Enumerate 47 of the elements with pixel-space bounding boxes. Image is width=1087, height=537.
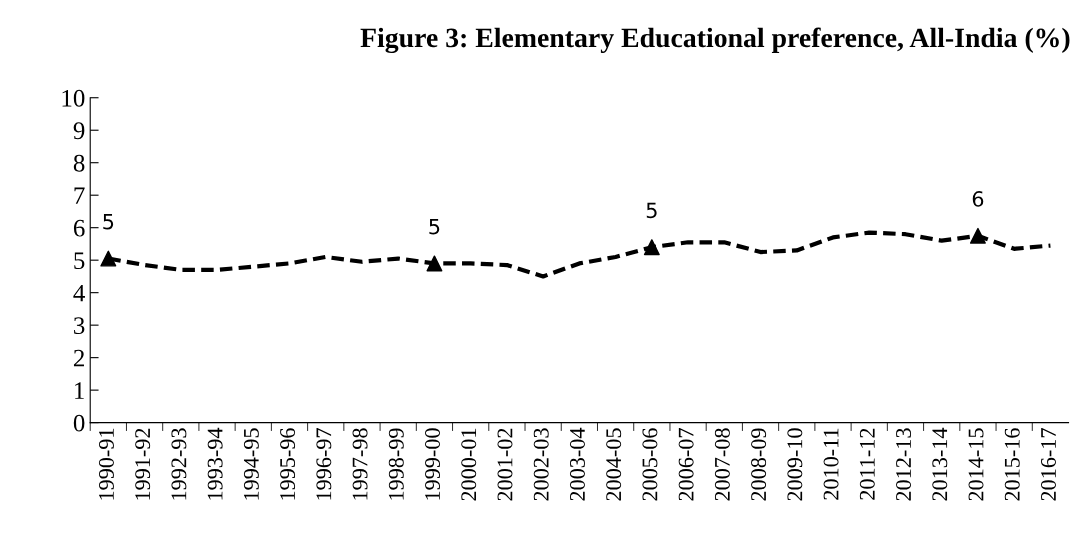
- x-tick-label: 1995-96: [280, 428, 296, 500]
- y-tick-label: 5: [74, 252, 85, 270]
- x-tick-label: 2016-17: [1040, 428, 1056, 501]
- x-tick-label: 2004-05: [606, 428, 622, 501]
- x-tick-label: 1998-99: [388, 428, 404, 500]
- point: [100, 250, 117, 267]
- x-tick-label: 1991-92: [135, 428, 151, 500]
- x-tick-label: 2000-01: [461, 428, 477, 501]
- x-tick-label: 2007-08: [714, 428, 730, 501]
- chart-title: Figure 3: Elementary Educational preference, All-India (%): [360, 27, 1070, 54]
- x-tick-label: 1992-93: [171, 428, 187, 500]
- x-tick-label: 2012-13: [896, 428, 912, 501]
- y-tick-label: 2: [73, 349, 84, 367]
- x-tick-label: 1990-91: [98, 428, 114, 500]
- y-tick-label: 9: [73, 122, 85, 140]
- point: [426, 255, 443, 272]
- point: [643, 239, 660, 256]
- y-tick-label: 8: [73, 154, 85, 172]
- x-tick-label: 1996-97: [316, 428, 332, 500]
- x-tick-label: 1997-98: [352, 428, 368, 500]
- y-tick-label: 7: [74, 187, 85, 204]
- x-tick-label: 2011-12: [859, 428, 875, 500]
- x-tick-label: 2006-07: [678, 428, 694, 501]
- x-tick-label: 1994-95: [243, 428, 259, 500]
- x-tick-label: 1993-94: [207, 427, 223, 500]
- y-tick-label: 3: [74, 317, 85, 335]
- y-tick-label: 1: [75, 382, 84, 399]
- x-tick-label: 2015-16: [1004, 428, 1020, 501]
- data-label: 5: [429, 218, 440, 235]
- x-tick-label: 2010-11: [823, 428, 839, 500]
- x-tick-label: 2003-04: [569, 427, 585, 501]
- data-label: 6: [972, 191, 984, 207]
- y-tick-label: 6: [73, 219, 85, 237]
- x-tick-label: 2008-09: [751, 428, 767, 501]
- x-tick-label: 2002-03: [533, 428, 549, 501]
- data-label: 5: [646, 202, 657, 219]
- y-tick-label: 0: [73, 414, 85, 432]
- x-tick-label: 2009-10: [787, 428, 803, 501]
- point: [969, 227, 986, 244]
- x-tick-label: 2014-15: [968, 428, 984, 501]
- x-tick-label: 2001-02: [497, 428, 513, 501]
- x-tick-label: 2013-14: [932, 427, 948, 501]
- data-label: 5: [103, 214, 114, 230]
- x-tick-label: 2005-06: [642, 428, 658, 501]
- x-tick-label: 1999-00: [425, 428, 440, 500]
- y-tick-label: 10: [62, 89, 85, 107]
- y-tick-label: 4: [73, 284, 85, 302]
